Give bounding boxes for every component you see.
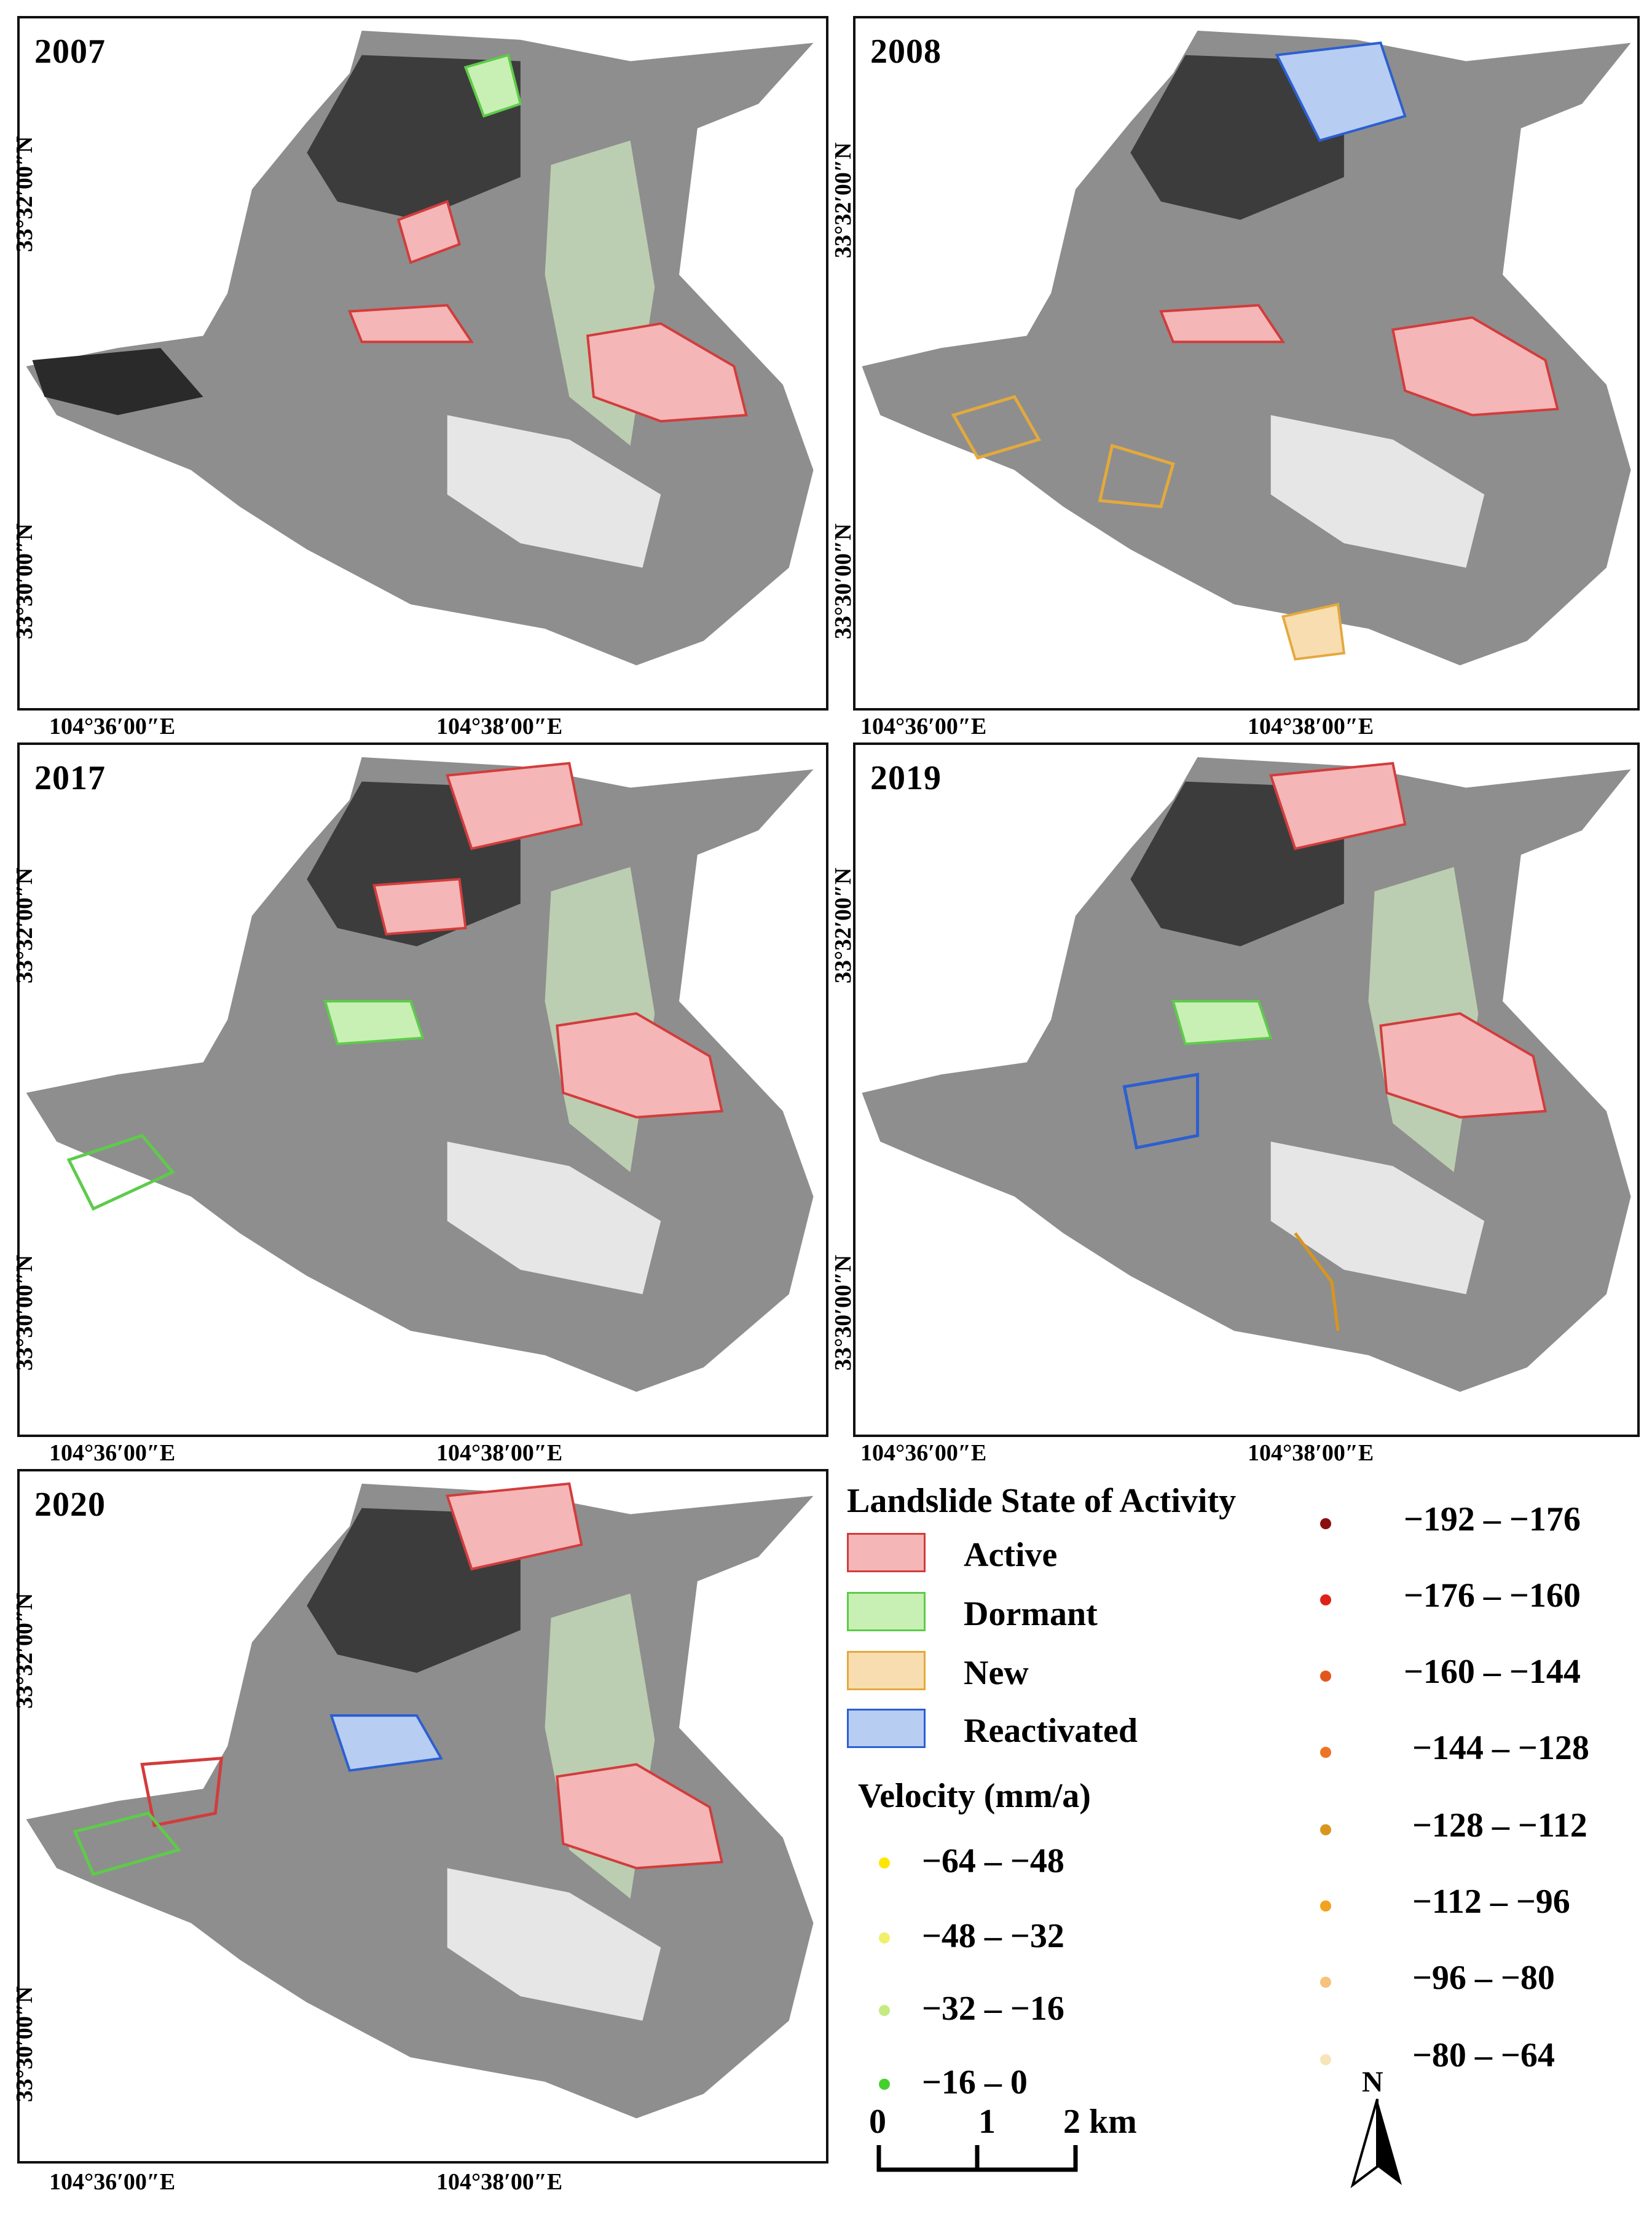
lat-label: 33°30′00″N <box>12 523 37 639</box>
legend-label-reactivated: Reactivated <box>964 1712 1138 1750</box>
velocity-dot <box>879 2005 890 2016</box>
velocity-dot <box>879 1932 890 1943</box>
scale-label-2: 2 km <box>1063 2103 1137 2141</box>
velocity-dot <box>1320 1824 1331 1835</box>
legend-swatch-reactivated <box>847 1709 926 1748</box>
lat-label: 33°32′00″N <box>12 136 37 252</box>
velocity-dot <box>1320 1977 1331 1988</box>
panel-year: 2008 <box>870 33 942 71</box>
lat-label: 33°32′00″N <box>830 867 856 983</box>
velocity-dot <box>1320 2054 1331 2065</box>
map-panel-2020: 2020 <box>17 1469 828 2164</box>
lat-label: 33°32′00″N <box>12 867 37 983</box>
velocity-label: −144 – −128 <box>1412 1729 1589 1767</box>
scale-label-1: 1 <box>978 2103 996 2141</box>
legend-swatch-dormant <box>847 1592 926 1631</box>
terrain-map-2007 <box>26 30 814 666</box>
panel-year: 2017 <box>34 759 106 797</box>
lat-label: 33°32′00″N <box>830 142 856 258</box>
velocity-dot <box>1320 1594 1331 1605</box>
velocity-label: −80 – −64 <box>1412 2036 1555 2074</box>
legend-swatch-active <box>847 1533 926 1572</box>
map-panel-2017: 2017 <box>17 742 828 1437</box>
velocity-label: −112 – −96 <box>1412 1883 1570 1921</box>
map-panel-2019: 2019 <box>853 742 1640 1437</box>
velocity-label: −176 – −160 <box>1404 1577 1581 1615</box>
velocity-label: −64 – −48 <box>922 1842 1064 1880</box>
lon-label: 104°38′00″E <box>1248 714 1374 739</box>
legend-swatch-new <box>847 1651 926 1690</box>
panel-year: 2007 <box>34 33 106 71</box>
lat-label: 33°30′00″N <box>12 1986 37 2102</box>
velocity-label: −32 – −16 <box>922 1990 1064 2028</box>
panel-year: 2020 <box>34 1486 106 1524</box>
lon-label: 104°38′00″E <box>436 2169 563 2195</box>
map-panel-2008: 2008 <box>853 16 1640 711</box>
lon-label: 104°38′00″E <box>436 714 563 739</box>
legend-label-active: Active <box>964 1536 1058 1574</box>
north-arrow-icon <box>1350 2098 1402 2188</box>
lat-label: 33°30′00″N <box>12 1254 37 1371</box>
lat-label: 33°30′00″N <box>830 1254 856 1371</box>
scale-label-0: 0 <box>869 2103 886 2141</box>
scale-bar <box>876 2145 1078 2172</box>
terrain-map-2020 <box>26 1482 814 2119</box>
map-panel-2007: 2007 <box>17 16 828 711</box>
velocity-dot <box>879 2079 890 2090</box>
terrain-map-2008 <box>862 30 1631 666</box>
legend-label-new: New <box>964 1654 1029 1692</box>
lon-label: 104°36′00″E <box>860 714 987 739</box>
lon-label: 104°36′00″E <box>49 1440 176 1466</box>
velocity-dot <box>1320 1518 1331 1529</box>
velocity-label: −16 – 0 <box>922 2063 1028 2101</box>
north-label: N <box>1362 2066 1383 2098</box>
lon-label: 104°36′00″E <box>860 1440 987 1466</box>
terrain-map-2019 <box>862 757 1631 1392</box>
velocity-label: −128 – −112 <box>1412 1806 1587 1845</box>
legend-state-title: Landslide State of Activity <box>847 1482 1237 1520</box>
lon-label: 104°36′00″E <box>49 714 176 739</box>
lat-label: 33°32′00″N <box>12 1593 37 1709</box>
lat-label: 33°30′00″N <box>830 523 856 639</box>
lon-label: 104°38′00″E <box>1248 1440 1374 1466</box>
velocity-label: −160 – −144 <box>1404 1653 1581 1691</box>
velocity-dot <box>1320 1900 1331 1912</box>
terrain-map-2017 <box>26 757 814 1392</box>
lon-label: 104°36′00″E <box>49 2169 176 2195</box>
legend-label-dormant: Dormant <box>964 1595 1098 1633</box>
velocity-label: −96 – −80 <box>1412 1959 1555 1997</box>
velocity-dot <box>879 1857 890 1869</box>
velocity-dot <box>1320 1671 1331 1682</box>
lon-label: 104°38′00″E <box>436 1440 563 1466</box>
legend-velocity-title: Velocity (mm/a) <box>858 1777 1091 1815</box>
velocity-label: −48 – −32 <box>922 1917 1064 1955</box>
velocity-dot <box>1320 1747 1331 1758</box>
velocity-label: −192 – −176 <box>1404 1500 1581 1538</box>
panel-year: 2019 <box>870 759 942 797</box>
